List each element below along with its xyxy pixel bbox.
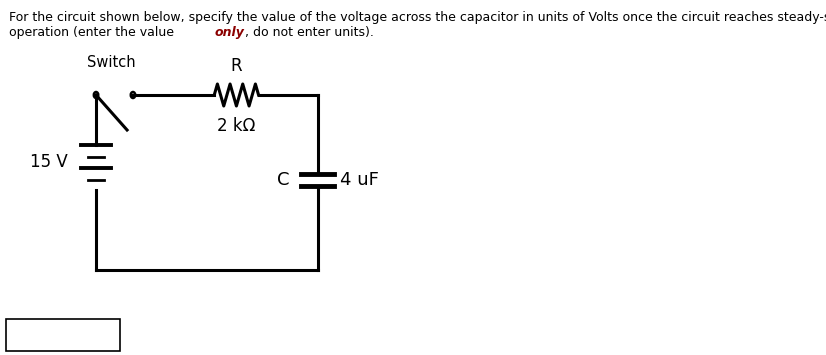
Text: For the circuit shown below, specify the value of the voltage across the capacit: For the circuit shown below, specify the… xyxy=(9,11,826,24)
Text: R: R xyxy=(230,57,242,75)
Bar xyxy=(6,319,121,351)
Text: operation (enter the value: operation (enter the value xyxy=(9,26,178,39)
Text: 2 kΩ: 2 kΩ xyxy=(217,117,255,135)
Text: , do not enter units).: , do not enter units). xyxy=(244,26,373,39)
Text: 15 V: 15 V xyxy=(31,153,68,171)
Text: Switch: Switch xyxy=(87,55,135,70)
Text: C: C xyxy=(277,171,290,189)
Text: 4 uF: 4 uF xyxy=(339,171,378,189)
Text: only: only xyxy=(214,26,244,39)
